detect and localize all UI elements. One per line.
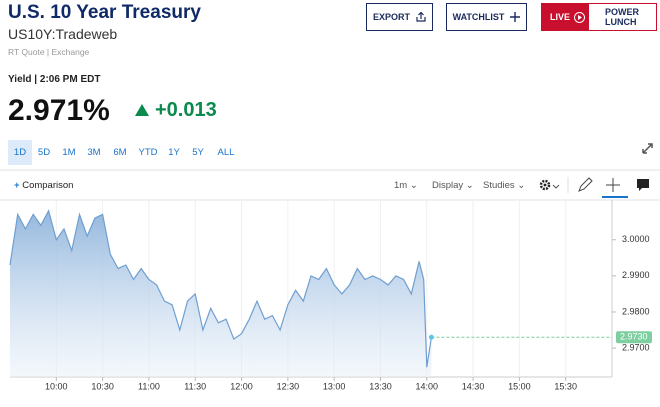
- range-button[interactable]: YTD: [138, 147, 158, 158]
- quote-label: Yield: [8, 74, 32, 85]
- x-tick-label: 14:00: [416, 381, 439, 391]
- price-change: +0.013: [155, 99, 217, 121]
- quote-time: Yield | 2:06 PM EDT: [8, 74, 101, 85]
- line: [9, 209, 432, 368]
- range-button[interactable]: 6M: [113, 147, 127, 158]
- quote-timestamp: 2:06 PM EDT: [39, 74, 101, 85]
- export-button[interactable]: EXPORT: [366, 3, 433, 31]
- display-label: Display: [432, 180, 464, 191]
- area: [10, 210, 432, 377]
- x-tick-label: 13:00: [323, 381, 346, 391]
- live-button[interactable]: LIVE POWER LUNCH: [541, 3, 657, 31]
- live-label: LIVE: [550, 12, 571, 22]
- last-price: 2.971%: [8, 94, 110, 127]
- button-label: EXPORT: [372, 12, 410, 22]
- comment-icon[interactable]: [637, 179, 649, 191]
- range-button[interactable]: 5D: [37, 147, 51, 158]
- expand-icon[interactable]: [642, 143, 653, 154]
- dropdown-icon: [552, 184, 560, 189]
- play-icon: [574, 11, 586, 23]
- x-tick-label: 12:00: [230, 381, 253, 391]
- crosshair-icon[interactable]: [606, 178, 620, 192]
- range-button[interactable]: ALL: [217, 147, 235, 158]
- interval-dropdown[interactable]: 1m ⌄: [394, 180, 418, 191]
- x-tick-label: 11:30: [184, 381, 206, 391]
- show-name: POWER LUNCH: [605, 7, 640, 27]
- quote-source: RT Quote | Exchange: [8, 47, 90, 57]
- draw-icon[interactable]: [578, 177, 593, 192]
- x-tick-label: 15:00: [508, 381, 531, 391]
- y-tick-label: 2.9900: [622, 270, 650, 280]
- x-tick-label: 14:30: [462, 381, 485, 391]
- range-button[interactable]: 1D: [8, 140, 32, 165]
- x-tick-label: 13:30: [369, 381, 392, 391]
- range-button[interactable]: 1M: [62, 147, 76, 158]
- y-tick-label: 2.9700: [622, 342, 650, 352]
- last-value-badge: [616, 331, 652, 344]
- x-tick-label: 10:00: [45, 381, 68, 391]
- range-button[interactable]: 3M: [87, 147, 101, 158]
- range-button[interactable]: 5Y: [192, 147, 204, 158]
- x-tick-label: 12:30: [277, 381, 300, 391]
- comparison-button[interactable]: + Comparison: [14, 180, 74, 191]
- x-tick-label: 15:30: [554, 381, 577, 391]
- x-tick-label: 11:00: [138, 381, 160, 391]
- watchlist-button[interactable]: WATCHLIST: [446, 3, 527, 31]
- y-tick-label: 2.9800: [622, 306, 650, 316]
- comparison-label: Comparison: [22, 180, 74, 191]
- symbol: US10Y:Tradeweb: [8, 26, 118, 42]
- last-point: [428, 334, 434, 340]
- y-tick-label: 3.0000: [622, 234, 650, 244]
- studies-label: Studies: [483, 180, 515, 191]
- x-tick-label: 10:30: [91, 381, 114, 391]
- page-title: U.S. 10 Year Treasury: [8, 2, 201, 23]
- settings-icon[interactable]: [539, 179, 551, 191]
- interval-label: 1m: [394, 180, 408, 191]
- export-icon: [416, 12, 426, 22]
- live-badge: LIVE: [542, 4, 590, 30]
- range-button[interactable]: 1Y: [168, 147, 180, 158]
- last-value-label: 2.9730: [620, 332, 648, 342]
- button-label: WATCHLIST: [452, 12, 505, 22]
- studies-dropdown[interactable]: Studies ⌄: [483, 180, 526, 191]
- display-dropdown[interactable]: Display ⌄: [432, 180, 474, 191]
- up-arrow: [135, 104, 149, 116]
- plus-icon: [510, 12, 521, 22]
